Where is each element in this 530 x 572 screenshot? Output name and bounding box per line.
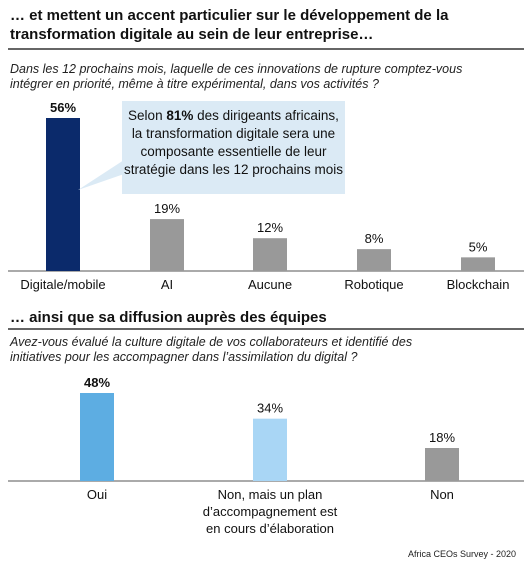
chart1-value-label-0: 56% [50,100,76,115]
chart2-category-label-1-line-2: en cours d’élaboration [206,521,334,536]
callout-pointer [78,160,124,190]
chart2-bar-0 [80,393,114,481]
chart1-value-label-2: 12% [257,220,283,235]
chart2-bar-1 [253,418,287,481]
callout-text: Selon 81% des dirigeants africains, la t… [122,107,345,179]
chart2-bar-2 [425,448,459,481]
chart1-category-label-2-line-0: Aucune [248,277,292,292]
chart1-bar-4 [461,257,495,271]
chart2-value-label-0: 48% [84,375,110,390]
chart1-category-label-4: Blockchain [447,277,510,292]
chart1-bar-3 [357,249,391,271]
chart2-category-label-1: Non, mais un plan d’accompagnement est en … [203,487,338,536]
chart1-value-label-4: 5% [469,239,488,254]
section2-divider [8,328,524,330]
chart2-category-label-0-line-0: Oui [87,487,107,502]
chart2-category-label-1-line-0: Non, mais un plan [218,487,323,502]
section1-question: Dans les 12 prochains mois, laquelle de … [10,62,463,91]
chart1-category-label-0: Digitale/mobile [20,277,105,292]
chart1-category-label-3-line-0: Robotique [344,277,403,292]
callout-highlight: 81% [166,108,194,123]
chart1-bar-1 [150,219,184,271]
chart1-category-label-3: Robotique [344,277,403,292]
callout-text-before: Selon [128,108,167,123]
chart1-category-label-1: AI [161,277,173,292]
chart1-bar-0 [46,118,80,271]
callout-box: Selon 81% des dirigeants africains, la t… [122,101,345,194]
chart2-value-label-1: 34% [257,401,283,416]
section2-question: Avez-vous évalué la culture digitale de … [10,335,413,364]
chart1-category-label-2: Aucune [248,277,292,292]
chart2-category-label-1-line-1: d’accompagnement est [203,504,338,519]
source-note: Africa CEOs Survey - 2020 [407,549,516,559]
chart1-value-label-3: 8% [365,231,384,246]
chart2-value-label-2: 18% [429,430,455,445]
chart1-value-label-1: 19% [154,201,180,216]
chart2-category-label-2-line-0: Non [430,487,454,502]
chart1-bar-2 [253,238,287,271]
chart1-category-label-1-line-0: AI [161,277,173,292]
chart2-category-label-0: Oui [87,487,107,502]
section2-title: … ainsi que sa diffusion auprès des équi… [10,309,327,326]
chart-innovations: 56% Digitale/mobile 19% AI 12% Aucune 8% Roboti… [8,100,524,292]
section1-title: … et mettent un accent particulier sur l… [10,7,449,43]
callout-text-after: des dirigeants africains, la transformat… [123,108,344,177]
section1-divider [8,48,524,50]
chart-digital-culture: 48% Oui 34% Non, mais un plan d’accompagneme… [8,375,524,536]
chart2-category-label-2: Non [430,487,454,502]
chart1-category-label-4-line-0: Blockchain [447,277,510,292]
chart1-category-label-0-line-0: Digitale/mobile [20,277,105,292]
